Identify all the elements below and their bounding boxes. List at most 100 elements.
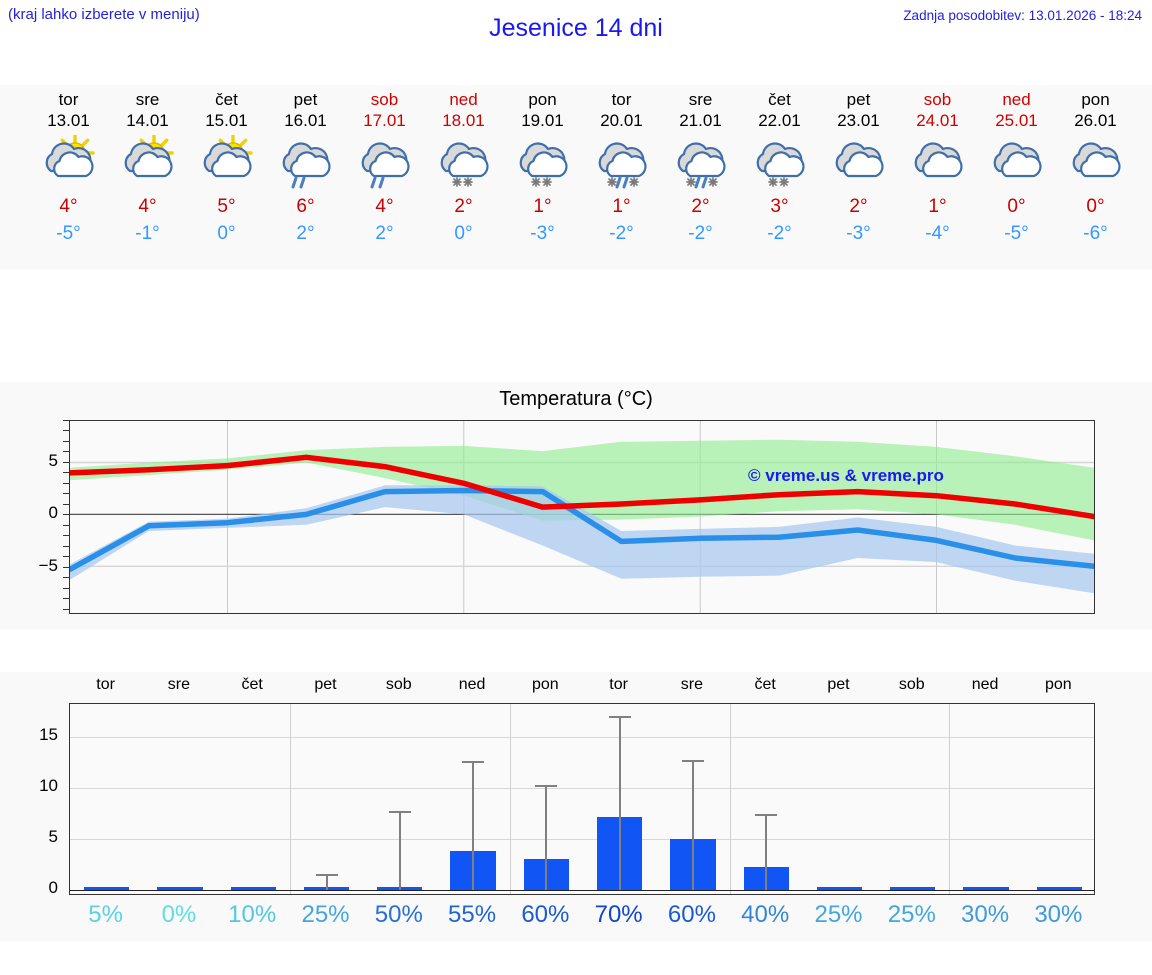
temp-min-label: 0° xyxy=(217,223,236,244)
temperature-chart-title: Temperatura (°C) xyxy=(499,388,653,410)
precipitation-gridline xyxy=(70,838,1094,840)
day-of-week-label: sre xyxy=(688,90,713,109)
sun-cloud-icon xyxy=(116,135,180,191)
day-of-week-label: pet xyxy=(293,90,318,109)
forecast-day-card[interactable]: pon 19.01 1° -3° xyxy=(503,85,582,270)
precipitation-error-bar xyxy=(472,761,475,890)
forecast-day-card[interactable]: pon 26.01 0° -6° xyxy=(1056,85,1135,270)
temp-max-label: 4° xyxy=(138,196,157,217)
precipitation-day-label: pon xyxy=(1044,676,1072,693)
precipitation-probability-label: 10% xyxy=(228,901,277,928)
temp-min-label: -5° xyxy=(1004,223,1029,244)
day-of-week-label: tor xyxy=(611,90,632,109)
forecast-day-card[interactable]: sob 17.01 4° 2° xyxy=(345,85,424,270)
forecast-day-card[interactable]: tor 13.01 4° -5° xyxy=(29,85,108,270)
day-of-week-label: ned xyxy=(449,90,478,109)
forecast-day-card[interactable]: ned 25.01 0° -5° xyxy=(977,85,1056,270)
day-date-label: 18.01 xyxy=(442,111,485,130)
temp-max-label: 1° xyxy=(533,196,552,217)
temp-min-label: -1° xyxy=(135,223,160,244)
precipitation-error-cap xyxy=(535,784,558,787)
precipitation-day-label: sre xyxy=(167,676,191,693)
temperature-y-axis-tick xyxy=(63,514,69,516)
day-date-label: 23.01 xyxy=(837,111,880,130)
forecast-day-card[interactable]: sob 24.01 1° -4° xyxy=(898,85,977,270)
temperature-y-axis-tick xyxy=(63,440,69,442)
day-date-label: 13.01 xyxy=(47,111,90,130)
temperature-y-axis-tick xyxy=(63,524,69,526)
sun-cloud-icon xyxy=(37,135,101,191)
precipitation-day-label: čet xyxy=(754,676,776,693)
temperature-y-axis-tick xyxy=(63,451,69,453)
day-date-label: 16.01 xyxy=(284,111,327,130)
watermark-text: © vreme.us & vreme.pro xyxy=(748,466,944,485)
precipitation-bar xyxy=(157,887,203,890)
day-date-label: 15.01 xyxy=(205,111,248,130)
forecast-day-card[interactable]: pet 23.01 2° -3° xyxy=(819,85,898,270)
precipitation-day-label: pon xyxy=(531,676,559,693)
temp-min-label: 0° xyxy=(454,223,473,244)
precipitation-day-label: pet xyxy=(827,676,850,693)
precipitation-day-label: ned xyxy=(458,676,486,693)
weather-icon-slot xyxy=(977,131,1056,193)
precipitation-bar xyxy=(230,887,276,890)
weather-icon-slot xyxy=(424,131,503,193)
precipitation-day-label: pet xyxy=(314,676,337,693)
forecast-day-card[interactable]: tor 20.01 1° -2° xyxy=(582,85,661,270)
weather-icon-slot xyxy=(740,131,819,193)
header-bar: (kraj lahko izberete v meniju) Jesenice … xyxy=(0,0,1152,48)
page-title: Jesenice 14 dni xyxy=(489,14,663,42)
precipitation-error-cap xyxy=(462,761,485,764)
temperature-y-axis-tick xyxy=(63,535,69,537)
day-date-label: 22.01 xyxy=(758,111,801,130)
cloud-snow-icon xyxy=(511,135,575,191)
forecast-day-card[interactable]: pet 16.01 6° 2° xyxy=(266,85,345,270)
precipitation-probability-label: 70% xyxy=(594,901,643,928)
precipitation-plot-area xyxy=(69,703,1095,895)
forecast-day-card[interactable]: sre 14.01 4° -1° xyxy=(108,85,187,270)
temp-max-label: 1° xyxy=(612,196,631,217)
precipitation-probability-label: 30% xyxy=(961,901,1010,928)
precipitation-error-bar xyxy=(325,873,328,890)
precipitation-y-tick-label: 10 xyxy=(39,775,58,795)
temp-max-label: 2° xyxy=(691,196,710,217)
cloud-rain-icon xyxy=(353,135,417,191)
precipitation-probability-label: 60% xyxy=(667,901,716,928)
temperature-y-axis-tick xyxy=(63,430,69,432)
precipitation-probability-label: 25% xyxy=(887,901,936,928)
precipitation-error-cap xyxy=(388,811,411,814)
temperature-y-axis-tick xyxy=(63,566,69,568)
cloud-snow-icon xyxy=(748,135,812,191)
day-of-week-label: čet xyxy=(215,90,238,109)
precipitation-error-bar xyxy=(765,814,768,890)
precipitation-day-label: tor xyxy=(609,676,628,693)
precipitation-vgridline xyxy=(289,704,291,894)
weather-icon-slot xyxy=(661,131,740,193)
temp-min-label: 2° xyxy=(375,223,394,244)
cloud-sleet-icon xyxy=(590,135,654,191)
temperature-y-axis-tick xyxy=(63,577,69,579)
temp-min-label: -4° xyxy=(925,223,950,244)
forecast-day-card[interactable]: sre 21.01 2° -2° xyxy=(661,85,740,270)
forecast-day-card[interactable]: čet 15.01 5° 0° xyxy=(187,85,266,270)
temperature-plot-svg xyxy=(70,421,1094,613)
precipitation-day-label: tor xyxy=(96,676,115,693)
cloud-icon xyxy=(985,135,1049,191)
forecast-day-card[interactable]: čet 22.01 3° -2° xyxy=(740,85,819,270)
temperature-y-axis-tick xyxy=(63,608,69,610)
temperature-y-axis-tick xyxy=(63,587,69,589)
temp-max-label: 2° xyxy=(454,196,473,217)
weather-icon-slot xyxy=(503,131,582,193)
forecast-day-card[interactable]: ned 18.01 2° 0° xyxy=(424,85,503,270)
temperature-y-tick-label: −5 xyxy=(38,555,58,575)
temp-min-label: 2° xyxy=(296,223,315,244)
weather-icon-slot xyxy=(345,131,424,193)
day-date-label: 21.01 xyxy=(679,111,722,130)
temperature-y-axis-tick xyxy=(63,545,69,547)
weather-icon-slot xyxy=(108,131,187,193)
temperature-y-tick-label: 5 xyxy=(48,450,58,470)
day-of-week-label: pon xyxy=(1081,90,1110,109)
weather-icon-slot xyxy=(819,131,898,193)
precipitation-bar xyxy=(1036,887,1082,890)
spacer-band xyxy=(0,270,1152,382)
